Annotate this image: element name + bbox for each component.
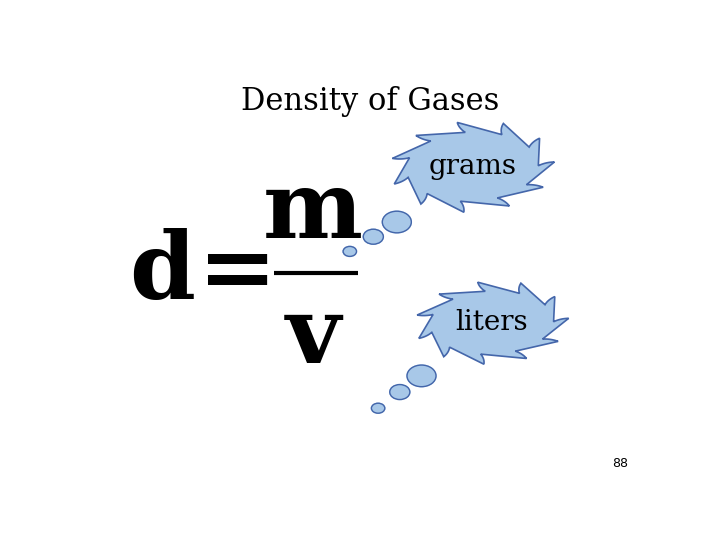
Text: =: = (198, 228, 277, 318)
PathPatch shape (417, 282, 569, 364)
PathPatch shape (392, 123, 554, 212)
Text: 88: 88 (613, 457, 629, 470)
Circle shape (407, 365, 436, 387)
Circle shape (372, 403, 384, 413)
Text: Density of Gases: Density of Gases (240, 85, 499, 117)
Text: m: m (264, 167, 363, 258)
Text: v: v (286, 292, 341, 382)
Circle shape (364, 230, 383, 244)
Circle shape (343, 246, 356, 256)
Circle shape (382, 211, 411, 233)
Text: d: d (130, 228, 196, 318)
Text: grams: grams (428, 153, 516, 180)
Text: liters: liters (456, 309, 528, 336)
Circle shape (390, 384, 410, 400)
